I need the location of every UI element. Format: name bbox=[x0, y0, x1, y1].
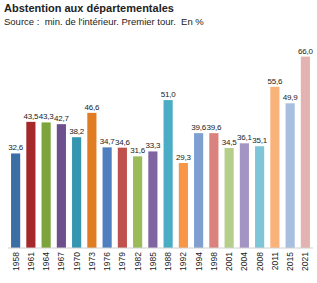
x-tick-label: 1998 bbox=[209, 252, 219, 271]
bar bbox=[57, 124, 66, 248]
x-tick-label: 1988 bbox=[163, 252, 173, 271]
x-tick-label: 1961 bbox=[26, 252, 36, 271]
x-tick-label: 2008 bbox=[255, 252, 265, 271]
bar bbox=[225, 148, 234, 248]
bar bbox=[255, 146, 264, 248]
y-axis bbox=[8, 45, 9, 248]
chart: Abstention aux départementales Source : m… bbox=[0, 0, 317, 283]
bar bbox=[179, 163, 188, 248]
x-tick-label: 1964 bbox=[41, 252, 51, 271]
data-label: 39,6 bbox=[191, 123, 207, 132]
x-tick-label: 2015 bbox=[285, 252, 295, 271]
x-tick-label: 1976 bbox=[102, 252, 112, 271]
bar bbox=[42, 122, 51, 248]
data-label: 39,6 bbox=[206, 123, 222, 132]
x-tick-label: 2021 bbox=[300, 252, 310, 271]
x-tick-label: 1970 bbox=[72, 252, 82, 271]
bar bbox=[164, 100, 173, 248]
data-label: 43,3 bbox=[39, 112, 55, 121]
title: Abstention aux départementales bbox=[4, 2, 174, 14]
data-label: 35,1 bbox=[252, 136, 268, 145]
data-label: 31,6 bbox=[130, 146, 146, 155]
x-tick-label: 1992 bbox=[178, 252, 188, 271]
data-label: 34,5 bbox=[222, 138, 238, 147]
x-tick-label: 2001 bbox=[224, 252, 234, 271]
labels: 32,6 1958 43,5 1961 43,3 1964 42,7 1967 38,2 1970… bbox=[8, 47, 313, 271]
x-tick-label: 1979 bbox=[117, 252, 127, 271]
data-label: 29,3 bbox=[176, 153, 192, 162]
data-label: 46,6 bbox=[84, 103, 100, 112]
bar bbox=[301, 57, 310, 248]
data-label: 34,6 bbox=[115, 138, 131, 147]
x-axis bbox=[8, 248, 313, 249]
data-label: 42,7 bbox=[54, 114, 70, 123]
bar bbox=[87, 113, 96, 248]
data-label: 33,3 bbox=[145, 141, 161, 150]
x-tick-label: 1985 bbox=[148, 252, 158, 271]
x-tick-label: 1973 bbox=[87, 252, 97, 271]
data-label: 55,6 bbox=[267, 77, 283, 86]
x-tick-label: 1967 bbox=[56, 252, 66, 271]
bar bbox=[240, 143, 249, 248]
data-label: 32,6 bbox=[8, 143, 24, 152]
x-tick-label: 2004 bbox=[239, 252, 249, 271]
bar bbox=[72, 137, 81, 248]
bar bbox=[286, 103, 295, 248]
subtitle: Source : min. de l'intérieur. Premier to… bbox=[4, 16, 204, 27]
x-tick-label: 1958 bbox=[11, 252, 21, 271]
data-label: 38,2 bbox=[69, 127, 85, 136]
bar bbox=[26, 122, 35, 248]
data-label: 43,5 bbox=[23, 112, 39, 121]
x-tick-label: 2011 bbox=[270, 252, 280, 271]
data-label: 34,7 bbox=[100, 137, 116, 146]
bar bbox=[270, 87, 279, 248]
x-tick-label: 1994 bbox=[194, 252, 204, 271]
data-label: 49,9 bbox=[283, 93, 299, 102]
bar bbox=[194, 133, 203, 248]
data-label: 36,1 bbox=[237, 133, 253, 142]
bar bbox=[209, 133, 218, 248]
bars bbox=[11, 57, 310, 248]
data-label: 51,0 bbox=[161, 90, 177, 99]
bar bbox=[103, 147, 112, 248]
x-tick-label: 1982 bbox=[133, 252, 143, 271]
bar bbox=[148, 151, 157, 248]
bar bbox=[133, 156, 142, 248]
data-label: 66,0 bbox=[298, 47, 314, 56]
bar bbox=[118, 148, 127, 248]
bar bbox=[11, 153, 20, 248]
